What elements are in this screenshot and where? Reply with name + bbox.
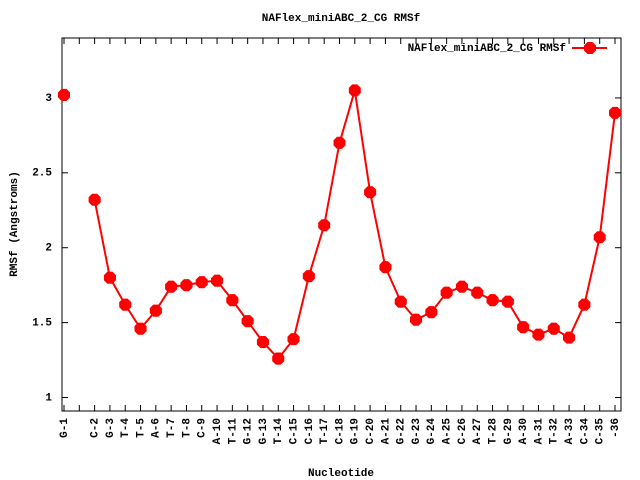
data-point [609,106,621,119]
x-tick-label: G-19 [350,418,362,444]
data-point [532,328,545,341]
x-tick-label: T-7 [166,418,178,438]
data-point [333,136,346,149]
y-tick-label: 2 [45,243,52,255]
data-point [394,295,407,308]
y-tick-label: 1.5 [32,318,52,330]
x-tick-label: T-5 [135,418,147,438]
data-point [211,274,224,287]
data-point [364,186,377,199]
x-tick-label: C-20 [365,418,377,444]
x-tick-label: G-24 [426,418,438,445]
x-tick-label: T-8 [181,418,193,438]
data-point [471,286,484,299]
data-point [165,280,178,293]
legend-label: NAFlex_miniABC_2_CG RMSf [408,43,567,55]
data-point [134,322,147,335]
x-tick-label: A-25 [442,418,454,445]
legend-marker [584,42,596,54]
x-tick-label: T-11 [227,418,239,445]
x-tick-label: G-3 [105,418,117,438]
data-point [302,270,315,283]
data-point [563,331,576,344]
x-tick-label: C-18 [334,418,346,445]
x-tick-label: T-28 [487,418,499,445]
x-tick-label: A-27 [472,418,484,444]
x-tick-label: A-30 [518,418,530,444]
data-point [103,271,116,284]
y-tick-label: 2.5 [32,168,52,180]
x-tick-label: T-32 [549,418,561,444]
data-point [88,193,101,206]
data-point [195,276,208,289]
data-point [318,219,331,232]
data-point [241,315,254,328]
series-line [93,90,616,361]
data-point [180,279,193,292]
x-axis-label: Nucleotide [308,468,374,480]
data-point [455,280,468,293]
x-tick-label: C-26 [457,418,469,444]
data-point [58,88,70,101]
plot-frame [61,37,622,412]
x-tick-label: -36 [610,418,622,438]
x-tick-label: T-14 [273,418,285,445]
x-tick-label: T-4 [120,418,132,438]
data-point [547,322,560,335]
x-tick-label: G-1 [59,418,71,438]
x-tick-label: G-22 [396,418,408,444]
data-point [593,231,606,244]
x-tick-label: G-12 [243,418,255,444]
data-point [486,294,499,307]
x-tick-label: G-13 [258,418,270,445]
data-point [119,298,132,311]
x-tick-label: A-31 [533,418,545,445]
data-point [256,336,269,349]
x-tick-label: A-10 [212,418,224,444]
data-point [410,313,423,326]
data-point [425,306,438,319]
y-tick-label: 3 [45,93,52,105]
x-tick-label: G-29 [503,418,515,444]
data-point [272,352,285,365]
x-tick-label: A-33 [564,418,576,445]
data-point [348,84,361,97]
y-tick-label: 1 [45,392,52,404]
x-tick-label: A-21 [380,418,392,445]
x-tick-label: C-35 [595,418,607,445]
y-axis-label: RMSf (Angstroms) [9,171,21,277]
data-point [440,286,453,299]
data-point [578,298,591,311]
x-tick-label: C-9 [197,418,209,438]
data-point [149,304,162,317]
data-point [517,321,530,334]
x-tick-label: C-15 [288,418,300,445]
x-tick-label: G-23 [411,418,423,445]
x-tick-label: T-17 [319,418,331,444]
data-point [501,295,514,308]
data-point [379,261,392,274]
x-tick-label: C-34 [579,418,591,445]
data-point [287,333,300,346]
x-tick-label: C-16 [304,418,316,444]
x-tick-label: C-2 [90,418,102,438]
x-tick-label: A-6 [151,418,163,438]
chart-title: NAFlex_miniABC_2_CG RMSf [262,13,421,25]
data-point [226,294,239,307]
